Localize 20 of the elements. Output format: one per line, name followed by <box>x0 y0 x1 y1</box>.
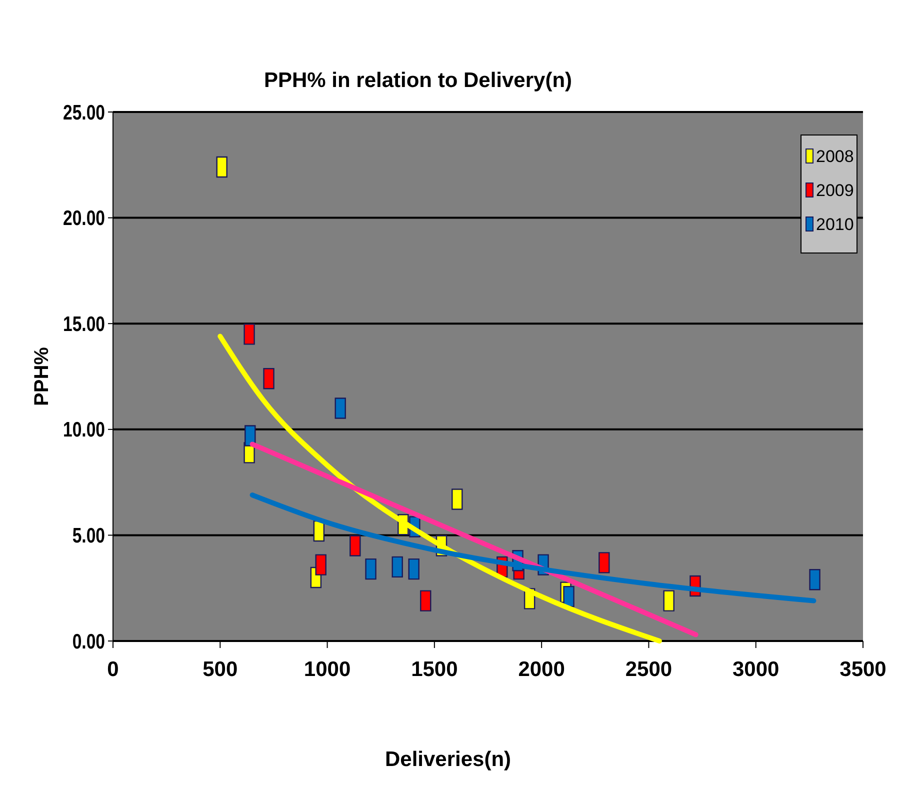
x-tick-label: 500 <box>202 658 238 681</box>
x-tick-label: 3500 <box>840 658 886 681</box>
x-tick-label: 0 <box>107 658 119 681</box>
y-tick-label: 5.00 <box>72 524 105 548</box>
x-tick-label: 3000 <box>732 658 780 681</box>
y-tick-label: 15.00 <box>62 313 105 336</box>
legend-label: 2010 <box>816 215 854 234</box>
y-tick-label: 25.00 <box>62 102 105 125</box>
x-tick-label: 1500 <box>411 658 458 681</box>
chart-title: PPH% in relation to Delivery(n) <box>264 69 572 92</box>
x-tick-label: 1000 <box>304 658 351 681</box>
legend-label: 2008 <box>816 147 854 166</box>
y-axis-title: PPH% <box>31 346 53 406</box>
x-tick-label: 2500 <box>625 658 672 681</box>
x-axis-title: Deliveries(n) <box>384 748 512 771</box>
x-tick-label: 2000 <box>518 658 565 681</box>
y-tick-label: 20.00 <box>62 207 105 231</box>
y-tick-label: 0.00 <box>72 630 105 654</box>
y-tick-label: 10.00 <box>62 419 105 442</box>
legend-label: 2009 <box>816 181 854 200</box>
